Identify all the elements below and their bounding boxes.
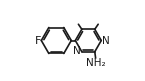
Text: N: N xyxy=(73,46,81,56)
Text: N: N xyxy=(102,35,110,46)
Text: F: F xyxy=(35,35,41,46)
Text: NH₂: NH₂ xyxy=(86,58,106,68)
